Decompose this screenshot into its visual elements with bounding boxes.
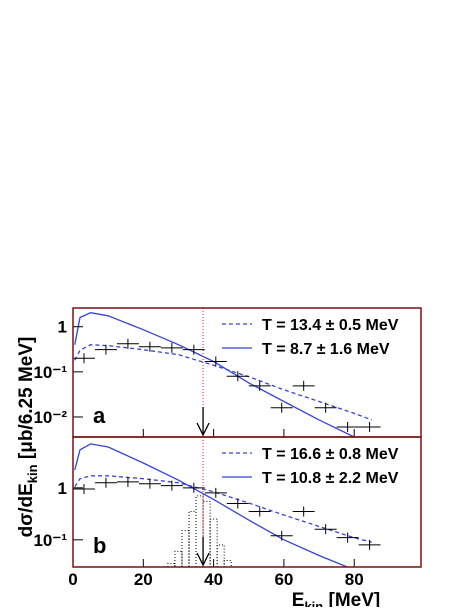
legend-label: T = 13.4 ± 0.5 MeV (262, 317, 399, 334)
x-tick-label: 20 (134, 570, 153, 589)
arrow-head (196, 422, 210, 437)
x-axis-title-main: E (292, 590, 305, 607)
histogram-bar (167, 563, 176, 567)
panel-frame (72, 436, 422, 568)
model-curve (74, 312, 355, 437)
histogram-bar (216, 544, 225, 567)
arrow-head (196, 552, 210, 567)
histogram-bar (188, 511, 197, 567)
legend-label: T = 16.6 ± 0.8 MeV (262, 446, 399, 463)
panel-label: b (93, 533, 106, 558)
y-tick-label: 10⁻² (33, 408, 67, 427)
y-axis-title-rest: [μb/6.25 MeV] (16, 337, 37, 465)
plot-area (73, 312, 381, 437)
x-tick-label: 60 (274, 570, 293, 589)
plot-area (73, 443, 381, 567)
x-tick-label: 40 (204, 570, 223, 589)
x-axis-title-rest: [MeV] (323, 590, 380, 607)
y-axis-title-sub: kin (25, 464, 40, 483)
histogram-bar (195, 495, 204, 567)
x-axis-title: Ekin [MeV] (292, 590, 380, 607)
x-tick-label: 80 (345, 570, 364, 589)
y-axis-title-main: dσ/dE (16, 483, 37, 537)
x-tick-label: 0 (68, 570, 77, 589)
y-tick-label: 1 (58, 479, 67, 498)
histogram-bar (174, 550, 183, 567)
histogram-bar (209, 518, 218, 567)
legend-label: T = 10.8 ± 2.2 MeV (262, 470, 399, 487)
histogram-bar (223, 560, 232, 567)
x-axis-title-sub: kin (304, 599, 323, 607)
panel-label: a (93, 403, 106, 428)
model-curve (74, 443, 348, 567)
model-curve (74, 475, 372, 543)
legend-label: T = 8.7 ± 1.6 MeV (262, 341, 390, 358)
model-curve (74, 344, 373, 421)
y-tick-label: 1 (58, 318, 67, 337)
y-tick-label: 10⁻¹ (33, 363, 67, 382)
y-axis-title: dσ/dEkin [μb/6.25 MeV] (16, 337, 40, 538)
histogram-bar (181, 530, 190, 567)
histogram-bar (202, 500, 211, 567)
y-tick-label: 10⁻¹ (33, 531, 67, 550)
